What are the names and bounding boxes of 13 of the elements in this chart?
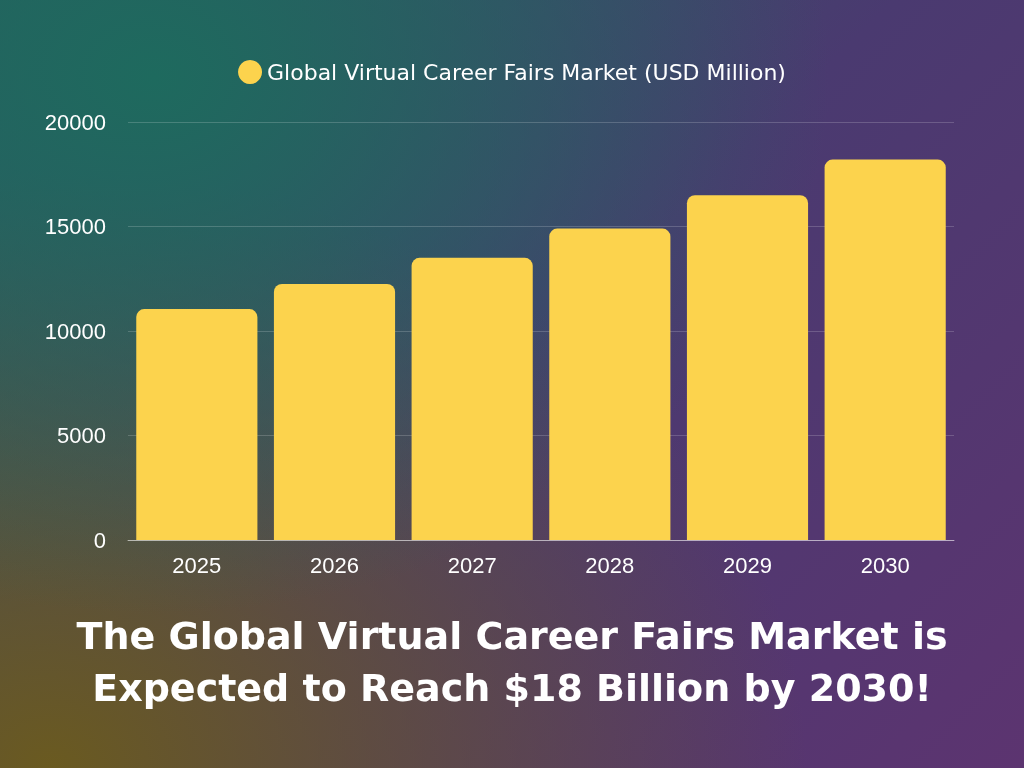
x-tick-label: 2026: [310, 552, 359, 578]
x-tick-label: 2030: [860, 552, 910, 578]
y-tick-label: 5000: [57, 423, 106, 448]
y-tick-label: 0: [93, 527, 106, 553]
x-tick-label: 2027: [447, 552, 497, 578]
x-tick-label: 2029: [723, 552, 772, 578]
text: The Global Virtual Career Fairs Market is Expected to Reach $18 Billion by 2030!: [75, 613, 949, 712]
x-tick-label: 2028: [585, 552, 635, 578]
y-tick-label: 20000: [44, 109, 106, 135]
legend-label: Global Virtual Career Fairs Market (USD Million): [267, 59, 786, 85]
y-tick-label: 10000: [44, 318, 106, 344]
x-tick-label: 2025: [172, 552, 222, 578]
y-tick-label: 15000: [44, 214, 106, 239]
